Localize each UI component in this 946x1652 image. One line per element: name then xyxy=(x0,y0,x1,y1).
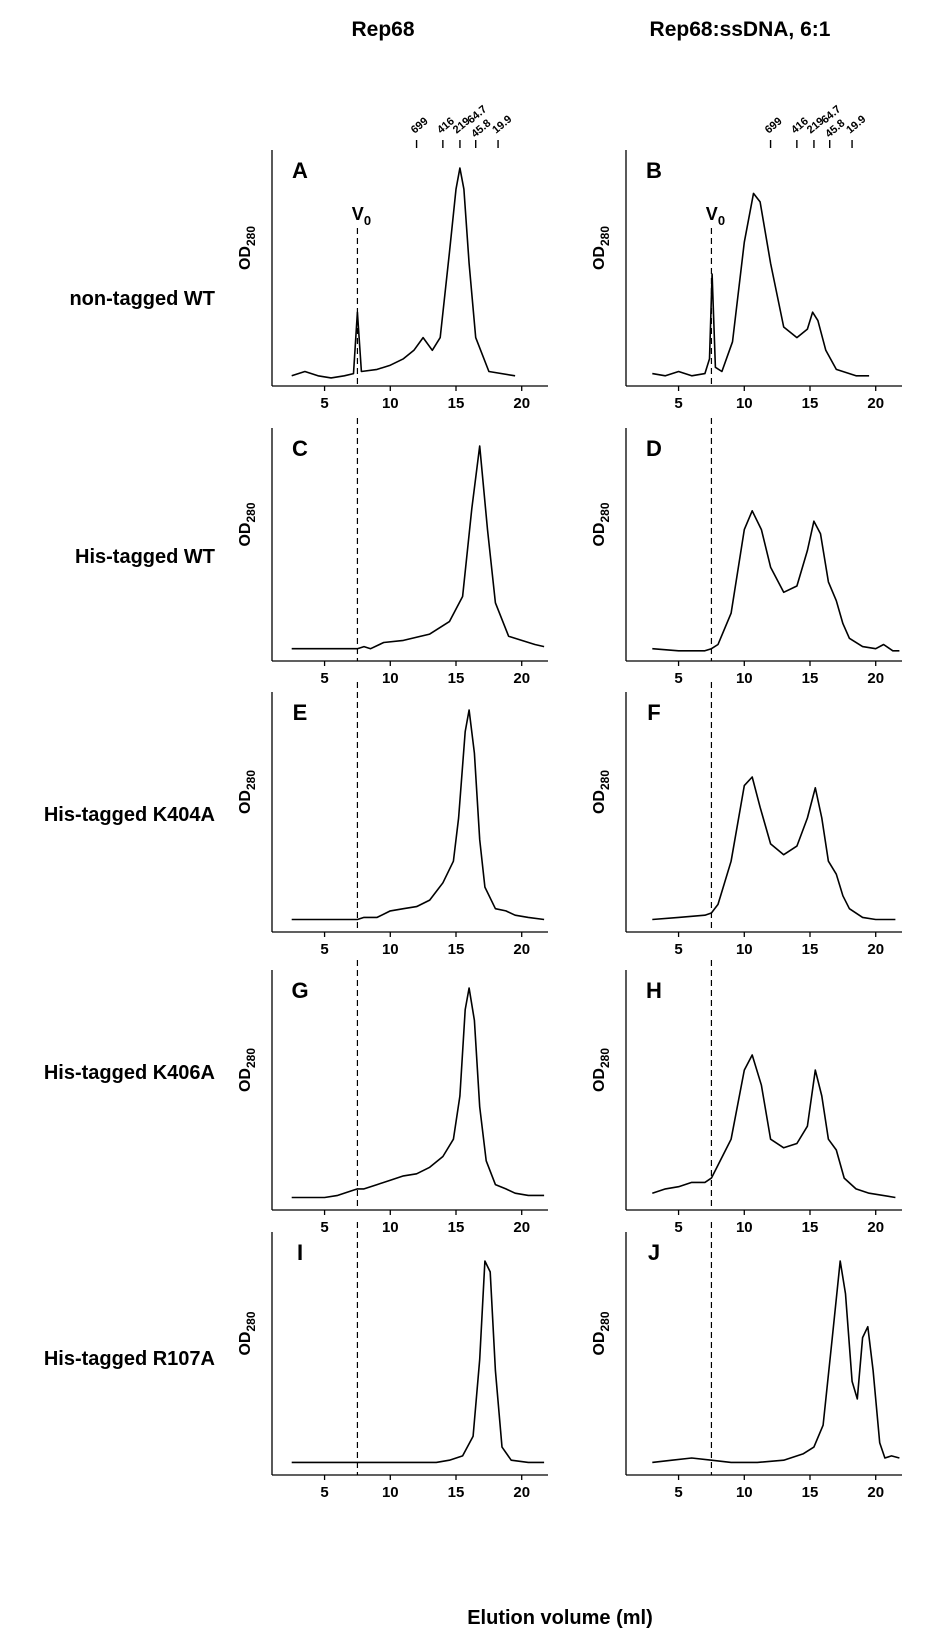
x-tick-label: 5 xyxy=(320,1484,328,1501)
y-axis-label: OD280 xyxy=(237,1311,258,1355)
y-axis-label: OD280 xyxy=(591,770,612,814)
y-axis-label: OD280 xyxy=(237,1048,258,1092)
panel-letter: A xyxy=(292,158,308,183)
x-tick-label: 20 xyxy=(513,1219,530,1236)
x-tick-label: 15 xyxy=(448,1219,465,1236)
x-tick-label: 10 xyxy=(736,395,753,412)
x-tick-label: 20 xyxy=(513,1484,530,1501)
panel-letter: B xyxy=(646,158,662,183)
column-title-rep68: Rep68 xyxy=(351,18,415,41)
mw-marker-label: 19.9 xyxy=(490,113,514,136)
x-tick-label: 20 xyxy=(867,395,884,412)
panel-g: 5 10 15 20 G OD280 xyxy=(237,960,548,1236)
x-tick-label: 10 xyxy=(382,1484,399,1501)
y-axis-label: OD280 xyxy=(237,502,258,546)
x-tick-label: 15 xyxy=(448,395,465,412)
void-volume-label: V0 xyxy=(706,204,725,228)
x-tick-label: 10 xyxy=(382,395,399,412)
panel-letter: G xyxy=(291,978,308,1003)
row-label-his-tagged-r107a: His-tagged R107A xyxy=(43,1348,215,1370)
panel-letter: J xyxy=(648,1240,660,1265)
x-tick-label: 5 xyxy=(320,395,328,412)
panel-letter: D xyxy=(646,436,662,461)
x-tick-label: 15 xyxy=(802,395,819,412)
panel-e: 5 10 15 20 E OD280 xyxy=(237,682,548,958)
panel-c: 5 10 15 20 C OD280 xyxy=(237,418,548,687)
chromatogram-trace xyxy=(652,510,900,652)
mw-marker-label: 699 xyxy=(763,115,785,136)
x-tick-label: 5 xyxy=(674,1219,682,1236)
chromatogram-trace xyxy=(652,192,870,377)
x-tick-label: 15 xyxy=(802,1219,819,1236)
x-tick-label: 10 xyxy=(736,1484,753,1501)
y-axis-label: OD280 xyxy=(591,226,612,270)
row-label-his-tagged-k404a: His-tagged K404A xyxy=(43,804,215,826)
x-tick-label: 5 xyxy=(674,395,682,412)
x-tick-label: 10 xyxy=(382,941,399,958)
x-tick-label: 10 xyxy=(382,670,399,687)
x-tick-label: 5 xyxy=(320,941,328,958)
x-tick-label: 10 xyxy=(736,670,753,687)
panel-i: 5 10 15 20 I OD280 xyxy=(237,1222,548,1501)
x-tick-label: 20 xyxy=(867,1219,884,1236)
panel-letter: E xyxy=(293,700,308,725)
x-tick-label: 10 xyxy=(736,1219,753,1236)
x-tick-label: 5 xyxy=(674,1484,682,1501)
chromatogram-trace xyxy=(291,709,545,921)
x-tick-label: 20 xyxy=(513,395,530,412)
panel-letter: H xyxy=(646,978,662,1003)
row-label-his-tagged-wt: His-tagged WT xyxy=(75,546,215,568)
panel-letter: C xyxy=(292,436,308,461)
x-tick-label: 5 xyxy=(320,1219,328,1236)
y-axis-label: OD280 xyxy=(237,770,258,814)
x-tick-label: 15 xyxy=(448,670,465,687)
x-tick-label: 5 xyxy=(320,670,328,687)
chromatogram-trace xyxy=(652,1260,900,1464)
y-axis-label: OD280 xyxy=(591,1048,612,1092)
x-tick-label: 15 xyxy=(802,670,819,687)
chromatogram-trace xyxy=(291,987,545,1199)
panel-f: 5 10 15 20 F OD280 xyxy=(591,682,902,958)
panel-h: 5 10 15 20 H OD280 xyxy=(591,960,902,1236)
x-tick-label: 20 xyxy=(867,1484,884,1501)
x-tick-label: 15 xyxy=(802,941,819,958)
x-tick-label: 20 xyxy=(513,670,530,687)
chromatogram-trace xyxy=(652,776,896,921)
x-tick-label: 5 xyxy=(674,670,682,687)
mw-marker-label: 19.9 xyxy=(844,113,868,136)
row-label-his-tagged-k406a: His-tagged K406A xyxy=(43,1062,215,1084)
mw-marker-label: 699 xyxy=(409,115,431,136)
x-axis-label: Elution volume (ml) xyxy=(467,1607,653,1629)
y-axis-label: OD280 xyxy=(591,502,612,546)
x-tick-label: 10 xyxy=(382,1219,399,1236)
x-tick-label: 15 xyxy=(448,941,465,958)
x-tick-label: 10 xyxy=(736,941,753,958)
chromatogram-trace xyxy=(291,445,545,650)
panel-letter: I xyxy=(297,1240,303,1265)
x-tick-label: 20 xyxy=(867,670,884,687)
x-tick-label: 15 xyxy=(448,1484,465,1501)
chromatogram-trace xyxy=(291,1260,545,1464)
chromatogram-trace xyxy=(652,1054,896,1199)
x-tick-label: 5 xyxy=(674,941,682,958)
y-axis-label: OD280 xyxy=(237,226,258,270)
column-title-rep68-ssdna: Rep68:ssDNA, 6:1 xyxy=(649,18,831,41)
x-tick-label: 20 xyxy=(513,941,530,958)
x-tick-label: 15 xyxy=(802,1484,819,1501)
panel-j: 5 10 15 20 J OD280 xyxy=(591,1222,902,1501)
x-tick-label: 20 xyxy=(867,941,884,958)
panel-letter: F xyxy=(647,700,660,725)
void-volume-label: V0 xyxy=(352,204,371,228)
row-label-non-tagged-wt: non-tagged WT xyxy=(69,288,215,310)
panel-d: 5 10 15 20 D OD280 xyxy=(591,418,902,687)
y-axis-label: OD280 xyxy=(591,1311,612,1355)
chromatogram-trace xyxy=(291,167,516,379)
